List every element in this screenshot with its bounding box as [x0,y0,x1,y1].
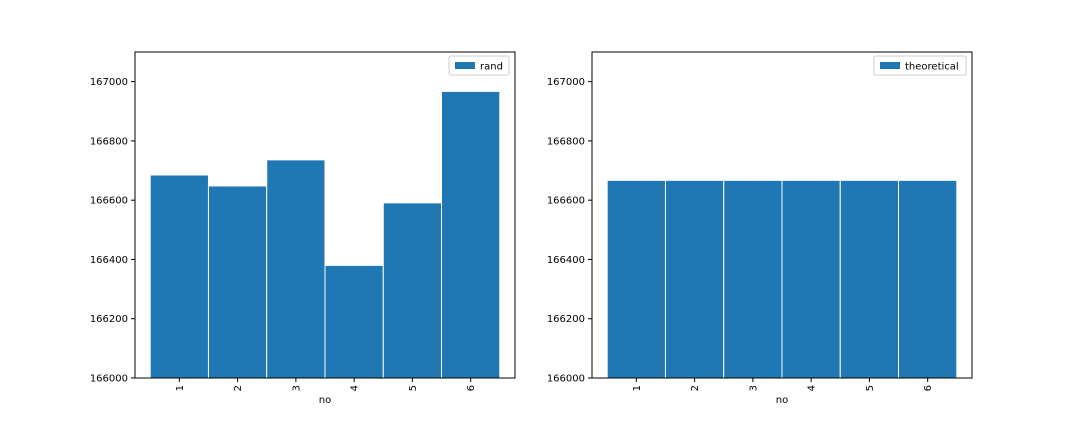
bar-5 [840,180,898,378]
x-tick-label: 4 [807,385,818,391]
y-tick-label: 166200 [90,314,128,325]
x-tick-label: 1 [632,385,643,391]
y-tick-label: 166000 [90,374,128,385]
x-axis-label: no [776,395,788,406]
x-tick-label: 1 [175,385,186,391]
bar-2 [208,186,266,378]
legend: theoretical [874,56,966,75]
y-tick-label: 166200 [547,314,585,325]
y-tick-label: 166400 [90,255,128,266]
x-tick-label: 5 [408,385,419,391]
legend-label: rand [480,62,503,73]
y-tick-label: 167000 [90,77,128,88]
legend-label: theoretical [905,62,959,73]
legend-swatch [455,62,475,69]
bar-4 [325,265,383,378]
x-axis-label: no [319,395,331,406]
bar-1 [150,175,208,378]
y-tick-label: 166400 [547,255,585,266]
bar-6 [442,91,500,378]
y-tick-label: 167000 [547,77,585,88]
bar-5 [383,203,441,378]
y-tick-label: 166800 [90,136,128,147]
x-tick-label: 2 [690,385,701,391]
x-tick-label: 2 [233,385,244,391]
y-tick-label: 166600 [90,196,128,207]
bar-6 [899,180,957,378]
x-tick-label: 5 [865,385,876,391]
x-tick-label: 3 [748,385,759,391]
x-tick-label: 6 [466,385,477,391]
x-tick-label: 4 [350,385,361,391]
legend-swatch [880,62,900,69]
y-tick-label: 166600 [547,196,585,207]
x-tick-label: 3 [291,385,302,391]
y-tick-label: 166800 [547,136,585,147]
y-tick-label: 166000 [547,374,585,385]
bar-4 [782,180,840,378]
bar-3 [724,180,782,378]
bar-3 [267,160,325,378]
bar-2 [665,180,723,378]
legend: rand [449,56,509,75]
x-tick-label: 6 [923,385,934,391]
bar-1 [607,180,665,378]
